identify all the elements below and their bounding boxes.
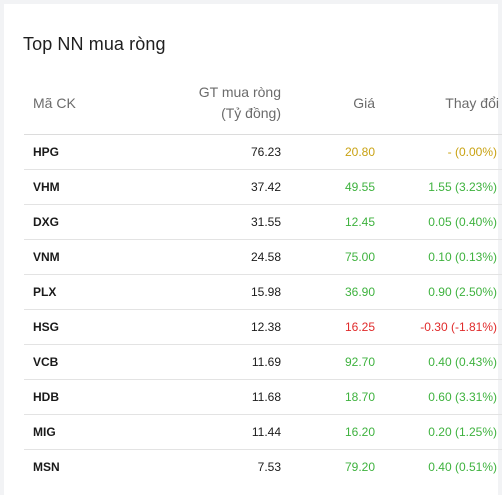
net-buy-value: 11.69	[153, 344, 281, 380]
table-row[interactable]: VHM 37.42 49.55 1.55 (3.23%)	[24, 169, 502, 205]
stock-code[interactable]: HPG	[24, 134, 153, 170]
price-change: 0.90 (2.50%)	[375, 274, 502, 310]
stock-code[interactable]: DXG	[24, 204, 153, 240]
price-change: 0.20 (1.25%)	[375, 414, 502, 450]
table-header-row: Mã CK GT mua ròng (Tỷ đồng) Giá Thay đổi	[24, 72, 502, 135]
price: 12.45	[281, 204, 375, 240]
column-header-change[interactable]: Thay đổi	[375, 72, 502, 135]
column-header-code[interactable]: Mã CK	[24, 72, 153, 135]
stock-code[interactable]: HDB	[24, 379, 153, 415]
price-change: 1.55 (3.23%)	[375, 169, 502, 205]
price-change: 0.40 (0.43%)	[375, 344, 502, 380]
stock-code[interactable]: MIG	[24, 414, 153, 450]
net-buy-value: 24.58	[153, 239, 281, 275]
top-foreign-net-buy-card: Top NN mua ròng Mã CK GT mua ròng (Tỷ đồ…	[4, 4, 502, 495]
table-row[interactable]: DXG 31.55 12.45 0.05 (0.40%)	[24, 204, 502, 240]
price: 16.20	[281, 414, 375, 450]
table-row[interactable]: HPG 76.23 20.80- (0.00%)	[24, 134, 502, 170]
net-buy-value: 12.38	[153, 309, 281, 345]
net-buy-value: 37.42	[153, 169, 281, 205]
price-change: 0.60 (3.31%)	[375, 379, 502, 415]
price: 16.25	[281, 309, 375, 345]
column-header-net-buy-value-line1: GT mua ròng	[198, 84, 281, 100]
net-buy-value: 76.23	[153, 134, 281, 170]
price: 49.55	[281, 169, 375, 205]
net-buy-value: 11.44	[153, 414, 281, 450]
price: 18.70	[281, 379, 375, 415]
price: 92.70	[281, 344, 375, 380]
column-header-net-buy-value-line2: (Tỷ đồng)	[221, 105, 281, 121]
column-header-net-buy-value[interactable]: GT mua ròng (Tỷ đồng)	[153, 72, 281, 135]
table-row[interactable]: VNM 24.58 75.00 0.10 (0.13%)	[24, 239, 502, 275]
table-row[interactable]: HDB 11.68 18.70 0.60 (3.31%)	[24, 379, 502, 415]
price: 75.00	[281, 239, 375, 275]
price-change: - (0.00%)	[375, 134, 502, 170]
stock-code[interactable]: MSN	[33, 460, 60, 474]
table-row[interactable]: MIG 11.44 16.20 0.20 (1.25%)	[24, 414, 502, 450]
column-header-price[interactable]: Giá	[281, 72, 375, 135]
table-row[interactable]: HSG 12.38 16.25 -0.30 (-1.81%)	[24, 309, 502, 345]
table-row[interactable]: VCB 11.69 92.70 0.40 (0.43%)	[24, 344, 502, 380]
price-change: 0.10 (0.13%)	[375, 239, 502, 275]
price-change: -0.30 (-1.81%)	[375, 309, 502, 345]
price: 36.90	[281, 274, 375, 310]
price: 20.80	[281, 134, 375, 170]
stock-code[interactable]: PLX	[24, 274, 153, 310]
stock-code[interactable]: VHM	[24, 169, 153, 205]
net-buy-value: 7.53	[257, 460, 281, 474]
net-buy-table: Mã CK GT mua ròng (Tỷ đồng) Giá Thay đổi…	[24, 72, 502, 484]
table-row[interactable]: PLX 15.98 36.90 0.90 (2.50%)	[24, 274, 502, 310]
net-buy-value: 31.55	[153, 204, 281, 240]
card-title: Top NN mua ròng	[23, 34, 166, 54]
price-change: 0.05 (0.40%)	[375, 204, 502, 240]
price-change: 0.40 (0.51%)	[428, 460, 497, 474]
stock-code[interactable]: HSG	[24, 309, 153, 345]
table-row[interactable]: MSN 7.53 79.20 0.40 (0.51%)	[24, 450, 502, 485]
net-buy-value: 15.98	[153, 274, 281, 310]
net-buy-value: 11.68	[153, 379, 281, 415]
price: 79.20	[344, 460, 375, 474]
stock-code[interactable]: VCB	[24, 344, 153, 380]
stock-code[interactable]: VNM	[24, 239, 153, 275]
